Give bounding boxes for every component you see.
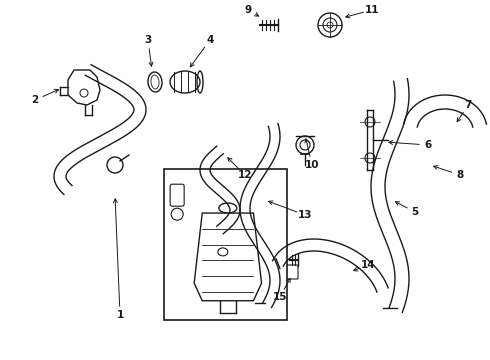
Text: 15: 15 [273, 292, 287, 302]
Bar [164, 169, 287, 320]
Text: 3: 3 [145, 35, 151, 45]
Text: 4: 4 [206, 35, 214, 45]
Text: 12: 12 [238, 170, 252, 180]
Text: 7: 7 [465, 100, 472, 110]
Text: 11: 11 [365, 5, 379, 15]
Text: 8: 8 [456, 170, 464, 180]
Text: 5: 5 [412, 207, 418, 217]
Text: 13: 13 [298, 210, 312, 220]
Text: 1: 1 [117, 310, 123, 320]
Text: 6: 6 [424, 140, 432, 150]
Text: 14: 14 [361, 260, 375, 270]
Text: 10: 10 [305, 160, 319, 170]
Text: 9: 9 [245, 5, 251, 15]
Text: 2: 2 [31, 95, 39, 105]
